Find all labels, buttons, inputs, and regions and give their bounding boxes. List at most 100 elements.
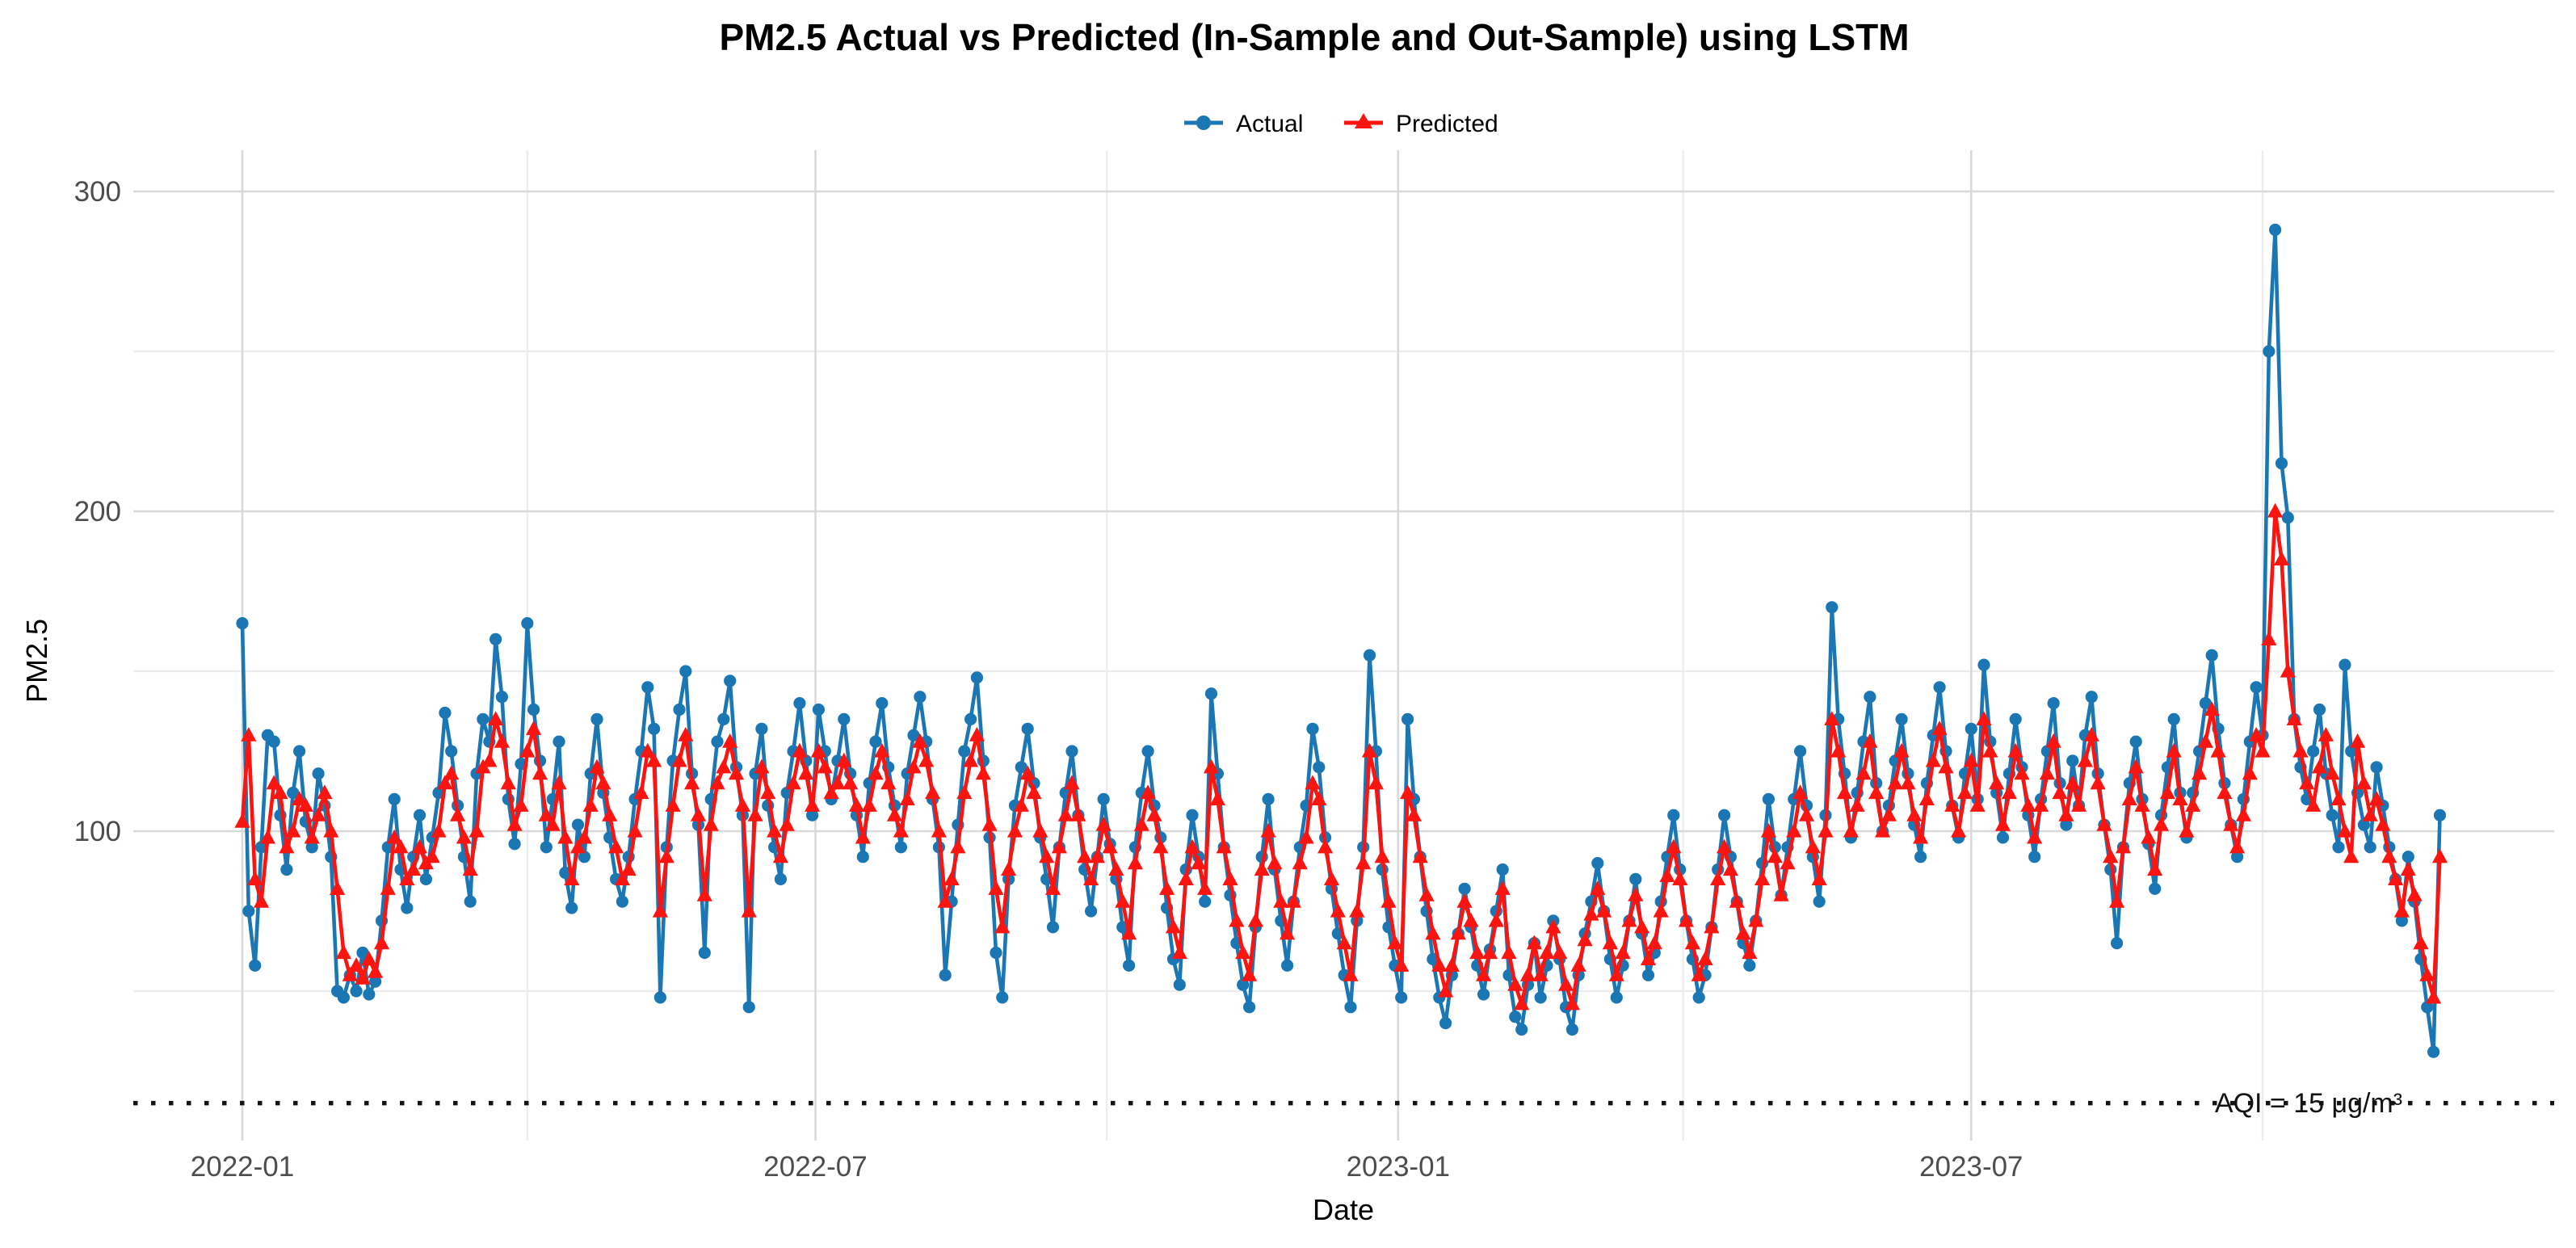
predicted-point: [1684, 935, 1700, 950]
predicted-point: [2121, 791, 2137, 805]
predicted-point: [931, 822, 947, 838]
actual-point: [287, 786, 300, 800]
predicted-point: [1717, 838, 1733, 854]
predicted-point: [2058, 807, 2074, 821]
actual-point: [2085, 691, 2098, 704]
predicted-point: [1722, 861, 1738, 876]
predicted-point: [880, 775, 897, 790]
predicted-point: [918, 752, 935, 767]
predicted-point: [652, 902, 668, 918]
predicted-point: [981, 816, 998, 831]
predicted-point: [760, 784, 776, 800]
actual-point: [774, 872, 788, 885]
predicted-point: [1887, 775, 1903, 790]
predicted-point: [1767, 848, 1783, 864]
actual-point: [590, 712, 603, 726]
predicted-point: [1330, 902, 1346, 918]
predicted-point: [373, 935, 390, 950]
actual-point: [1496, 863, 1509, 876]
predicted-point: [1064, 775, 1080, 790]
predicted-point: [1165, 918, 1182, 934]
actual-point: [2307, 745, 2320, 758]
predicted-point: [646, 752, 662, 767]
predicted-point: [2166, 742, 2182, 758]
actual-point: [2313, 703, 2326, 716]
predicted-point: [2027, 829, 2043, 844]
actual-point: [742, 1001, 755, 1014]
actual-point: [293, 745, 306, 758]
predicted-point: [1545, 918, 1561, 934]
predicted-point: [506, 816, 523, 831]
predicted-point: [1323, 871, 1340, 885]
predicted-point: [1481, 944, 1498, 960]
predicted-point: [253, 893, 270, 908]
predicted-point: [1773, 887, 1789, 901]
predicted-point: [950, 838, 966, 854]
predicted-point: [1343, 967, 1359, 981]
predicted-point: [1615, 944, 1631, 960]
actual-point: [1237, 978, 1250, 991]
predicted-point: [2134, 797, 2150, 812]
actual-point: [1864, 691, 1876, 704]
predicted-point: [2261, 631, 2277, 645]
actual-point: [571, 818, 585, 831]
x-axis-title: Date: [1313, 1193, 1374, 1226]
predicted-point: [1197, 880, 1213, 895]
actual-point: [363, 988, 376, 1001]
predicted-point: [368, 964, 384, 978]
predicted-point: [2229, 838, 2246, 854]
predicted-point: [627, 822, 643, 838]
actual-point: [1933, 681, 1946, 694]
predicted-point: [1070, 807, 1086, 821]
predicted-point: [2007, 742, 2023, 758]
actual-point: [1667, 809, 1680, 821]
predicted-point: [855, 829, 871, 844]
predicted-point: [1431, 957, 1448, 972]
predicted-point: [2204, 701, 2220, 716]
predicted-point: [1153, 838, 1169, 854]
predicted-point: [836, 752, 852, 767]
predicted-point: [2096, 816, 2112, 831]
predicted-point: [684, 775, 700, 790]
predicted-point: [1216, 838, 1232, 854]
predicted-point: [1519, 967, 1536, 981]
predicted-point: [538, 807, 554, 821]
gridlines-minor: [133, 150, 2554, 1141]
predicted-point: [785, 775, 801, 790]
predicted-point: [2001, 784, 2017, 800]
predicted-point: [1242, 967, 1258, 981]
actual-point: [236, 617, 249, 630]
actual-point: [565, 901, 578, 914]
predicted-point: [1229, 912, 1245, 927]
predicted-point: [2191, 765, 2208, 780]
x-tick-label: 2022-07: [763, 1151, 867, 1183]
predicted-point: [817, 758, 833, 774]
actual-point: [1458, 882, 1471, 895]
predicted-point: [1836, 784, 1853, 800]
predicted-point: [1298, 829, 1314, 844]
predicted-point: [1209, 791, 1225, 805]
predicted-point: [2235, 807, 2251, 821]
predicted-point: [450, 807, 466, 821]
predicted-point: [2330, 791, 2347, 805]
actual-circle-icon: [1196, 116, 1211, 130]
predicted-point: [754, 758, 770, 774]
actual-point: [1794, 745, 1807, 758]
predicted-point: [602, 807, 618, 821]
predicted-point: [1925, 752, 1941, 767]
predicted-point: [703, 816, 719, 831]
predicted-point: [1602, 935, 1618, 950]
predicted-point: [2210, 742, 2226, 758]
predicted-point: [297, 797, 313, 812]
actual-point: [401, 901, 414, 914]
predicted-point: [1969, 797, 1986, 812]
predicted-point: [569, 838, 586, 854]
predicted-point: [1317, 838, 1334, 854]
predicted-point: [1621, 912, 1637, 927]
actual-point: [2275, 457, 2288, 470]
actual-point: [2421, 1001, 2434, 1014]
predicted-point: [272, 784, 288, 800]
predicted-point: [526, 721, 542, 735]
predicted-point: [1089, 848, 1105, 864]
actual-point: [894, 841, 907, 854]
